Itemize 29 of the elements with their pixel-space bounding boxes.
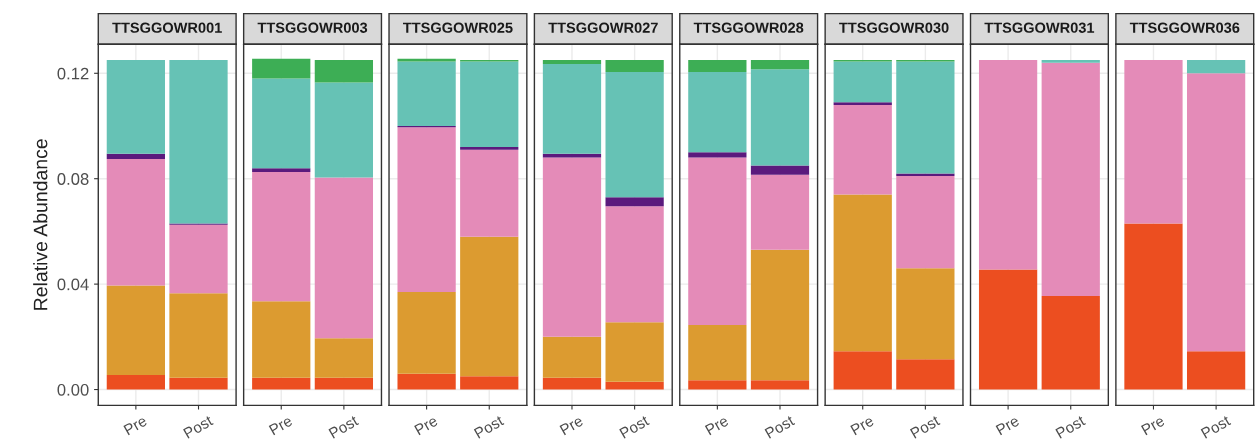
chart-title: TTSGGOWR036 xyxy=(1129,22,1240,33)
x-tick-label: Post xyxy=(473,414,505,439)
x-tick-label: Post xyxy=(328,414,360,439)
chart-title: TTSGGOWR025 xyxy=(403,22,513,33)
x-tick-label: Post xyxy=(183,414,214,439)
y-tick-label: 0.08 xyxy=(57,173,89,185)
x-tick-label: Pre xyxy=(1140,415,1166,436)
chart-title: TTSGGOWR027 xyxy=(548,22,658,33)
x-tick-label: Post xyxy=(909,414,941,439)
y-tick-label: 0.12 xyxy=(57,67,89,80)
chart-title: TTSGGOWR001 xyxy=(112,22,222,33)
x-tick-label: Post xyxy=(764,414,796,439)
x-tick-label: Post xyxy=(1055,414,1086,439)
y-tick-label: 0.00 xyxy=(57,383,89,396)
x-tick-label: Post xyxy=(1200,414,1232,439)
y-axis-title: Relative Abundance xyxy=(33,139,48,310)
x-tick-label: Pre xyxy=(850,415,875,436)
x-tick-label: Post xyxy=(619,414,650,439)
x-tick-label: Pre xyxy=(559,415,584,436)
chart-title: TTSGGOWR003 xyxy=(257,22,368,33)
x-tick-label: Pre xyxy=(123,415,148,436)
chart-title: TTSGGOWR031 xyxy=(984,22,1095,33)
x-tick-label: Pre xyxy=(995,415,1020,436)
x-tick-label: Pre xyxy=(704,415,730,436)
chart-title: TTSGGOWR030 xyxy=(839,22,949,33)
x-tick-label: Pre xyxy=(268,415,293,436)
x-tick-label: Pre xyxy=(414,415,439,436)
y-tick-label: 0.04 xyxy=(57,278,89,291)
chart-title: TTSGGOWR028 xyxy=(693,22,804,33)
